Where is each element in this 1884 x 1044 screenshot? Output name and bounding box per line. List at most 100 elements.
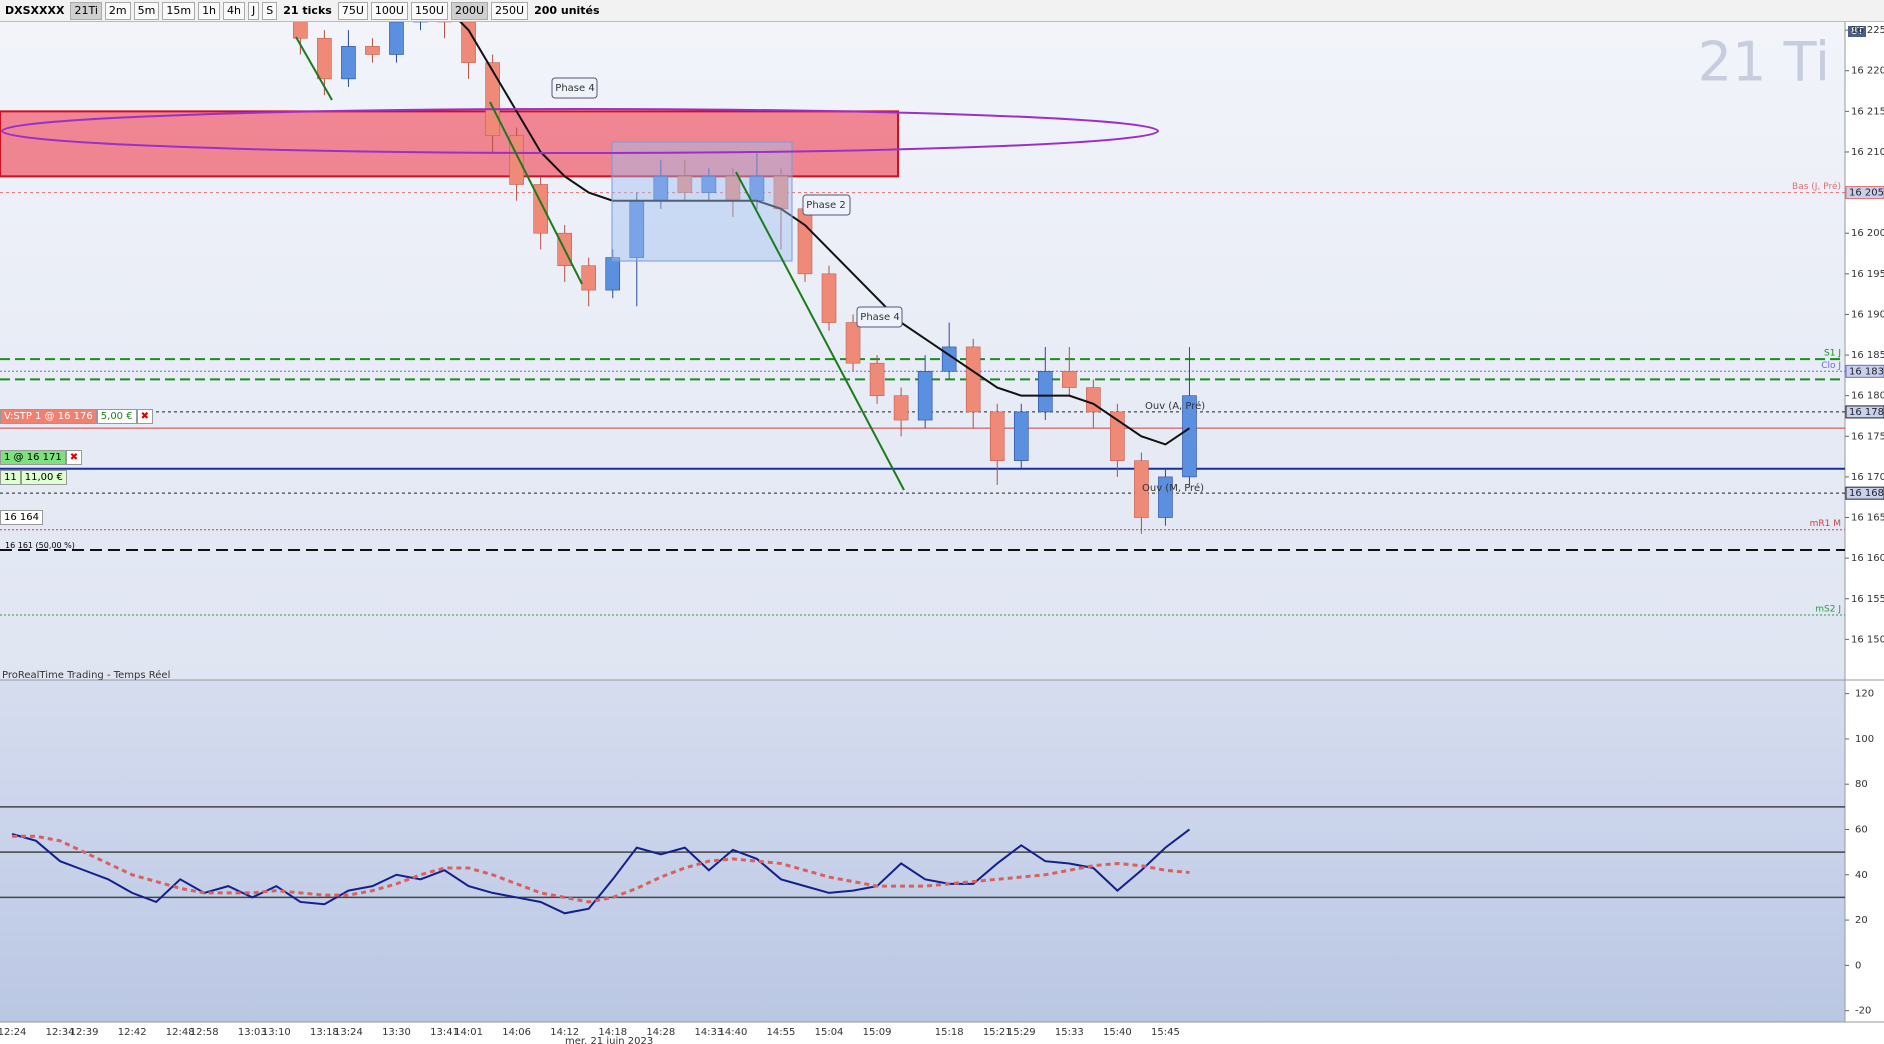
timeframe-button[interactable]: 5m [133, 1, 160, 20]
y-tick-label: 16 155 [1851, 594, 1884, 605]
x-tick-label: 14:40 [718, 1027, 747, 1038]
candle-body [1062, 371, 1077, 388]
candle-body [1134, 460, 1149, 518]
chart-area: 21 Ti ProRealTime Trading - Temps Réel m… [0, 22, 1884, 1044]
y-tick-label: 16 200 [1851, 228, 1884, 239]
y-tick-label: 16 160 [1851, 553, 1884, 564]
level-label: Clo J [1821, 361, 1841, 371]
x-tick-label: 12:58 [190, 1027, 219, 1038]
y-tick-label: 16 215 [1851, 106, 1884, 117]
candle-body [965, 346, 981, 413]
level-label: S1 J [1824, 349, 1841, 359]
date-label: mer. 21 juin 2023 [565, 1036, 653, 1044]
x-tick-label: 12:24 [0, 1027, 26, 1038]
units-button[interactable]: 150U [410, 1, 448, 20]
timeframe-button[interactable]: J [248, 1, 260, 20]
candle-body [581, 265, 597, 291]
annotation: Phase 2 [806, 200, 845, 211]
candle-body [821, 273, 837, 323]
units-select[interactable]: 200 unités [534, 3, 600, 17]
x-tick-label: 14:06 [502, 1027, 531, 1038]
y-tick-label: 16 180 [1851, 391, 1884, 402]
timeframe-button[interactable]: 2m [104, 1, 131, 20]
source-label: ProRealTime Trading - Temps Réel [2, 669, 170, 681]
target-label: 16 161 (50,00 %) [5, 541, 75, 550]
y-tick-label: -20 [1855, 1006, 1871, 1017]
moving-average [459, 22, 1191, 446]
candle-body [701, 176, 717, 193]
timeframe-button[interactable]: 1h [198, 1, 221, 20]
price-tag [1845, 405, 1884, 419]
units-button[interactable]: 200U [450, 1, 489, 20]
candle-body [1182, 395, 1197, 478]
level-label: Bas (J, Pré) [1792, 181, 1841, 192]
x-tick-label: 12:39 [70, 1027, 99, 1038]
x-tick-label: 12:42 [118, 1027, 147, 1038]
x-tick-label: 14:01 [454, 1027, 483, 1038]
rsi-plot [0, 806, 1845, 915]
ticks-select[interactable]: 21 ticks [283, 3, 332, 17]
y-tick-label: 16 165 [1851, 513, 1884, 524]
trend-arrow [489, 101, 583, 285]
position[interactable]: 1 @ 16 171 ✖ [0, 450, 83, 465]
x-tick-label: 15:45 [1151, 1027, 1180, 1038]
annotation: Ouv (A, Pré) [1145, 400, 1205, 412]
x-tick-label: 13:24 [334, 1027, 363, 1038]
y-tick-label: 0 [1855, 960, 1861, 971]
candle-body [605, 257, 621, 291]
x-tick-label: 12:34 [46, 1027, 75, 1038]
stop-order-label: V:STP 1 @ 16 176 [0, 409, 97, 424]
close-button[interactable]: ✖ [65, 450, 83, 465]
x-tick-label: 14:28 [646, 1027, 675, 1038]
trend-arrow [735, 171, 905, 491]
timeframe-button[interactable]: S [262, 1, 278, 20]
price-tag [1845, 486, 1884, 500]
candle-body [1013, 411, 1029, 461]
quantity: 11 [0, 470, 21, 485]
candle-body [461, 22, 476, 63]
y-tick-label: 16 210 [1851, 147, 1884, 158]
y-tick-label: 80 [1855, 779, 1868, 790]
timeframe-button[interactable]: 21Ti [70, 1, 102, 20]
x-tick-label: 14:55 [767, 1027, 796, 1038]
y-tick-label: 16 225 [1851, 25, 1884, 36]
x-tick-label: 12:48 [166, 1027, 195, 1038]
zone [0, 110, 899, 178]
timeframe-button[interactable]: 15m [162, 1, 196, 20]
units-button[interactable]: 250U [491, 1, 529, 20]
units-button[interactable]: 100U [370, 1, 408, 20]
rsi-panel [0, 680, 1845, 1022]
candle-body [485, 62, 500, 137]
trend-arrow [295, 36, 333, 101]
candle-body [1037, 371, 1053, 413]
x-tick-label: 13:03 [238, 1027, 267, 1038]
price-tag [1845, 186, 1884, 200]
candle-body [869, 362, 885, 396]
level-label: mR1 M [1810, 519, 1841, 529]
y-tick-label: 100 [1855, 734, 1874, 745]
x-tick-label: 13:30 [382, 1027, 411, 1038]
drawings: Phase 4 Phase 2 Phase 4 Ouv (A, Pré) Ouv… [1, 36, 1205, 494]
annotation: Phase 4 [555, 83, 594, 94]
y-tick-label: 16 170 [1851, 472, 1884, 483]
symbol[interactable]: DXSXXXX [5, 3, 65, 17]
x-tick-label: 15:29 [1007, 1027, 1036, 1038]
candle-body [1158, 476, 1173, 518]
candle-body [317, 37, 332, 80]
timeframe-button[interactable]: 4h [223, 1, 246, 20]
x-tick-label: 13:41 [430, 1027, 459, 1038]
price-tag-label: 16 168 [1849, 488, 1884, 499]
badge: 8T [1848, 26, 1867, 37]
x-tick-label: 15:40 [1103, 1027, 1132, 1038]
y-tick-label: 16 220 [1851, 66, 1884, 77]
units-button[interactable]: 75U [337, 1, 368, 20]
candle-body [293, 22, 308, 39]
candle-body [917, 371, 933, 421]
price-plot: S1 J Clo J Bas (J, Pré) mR1 M mS2 J [0, 22, 1845, 616]
position-label: 1 @ 16 171 [0, 450, 66, 465]
stop-order[interactable]: V:STP 1 @ 16 176 5,00 € ✖ [0, 409, 153, 424]
close-button[interactable]: ✖ [136, 409, 153, 424]
target-tag: 16 161 (50,00 %) [2, 540, 78, 551]
price-tag-label: 16 205 [1849, 188, 1884, 199]
